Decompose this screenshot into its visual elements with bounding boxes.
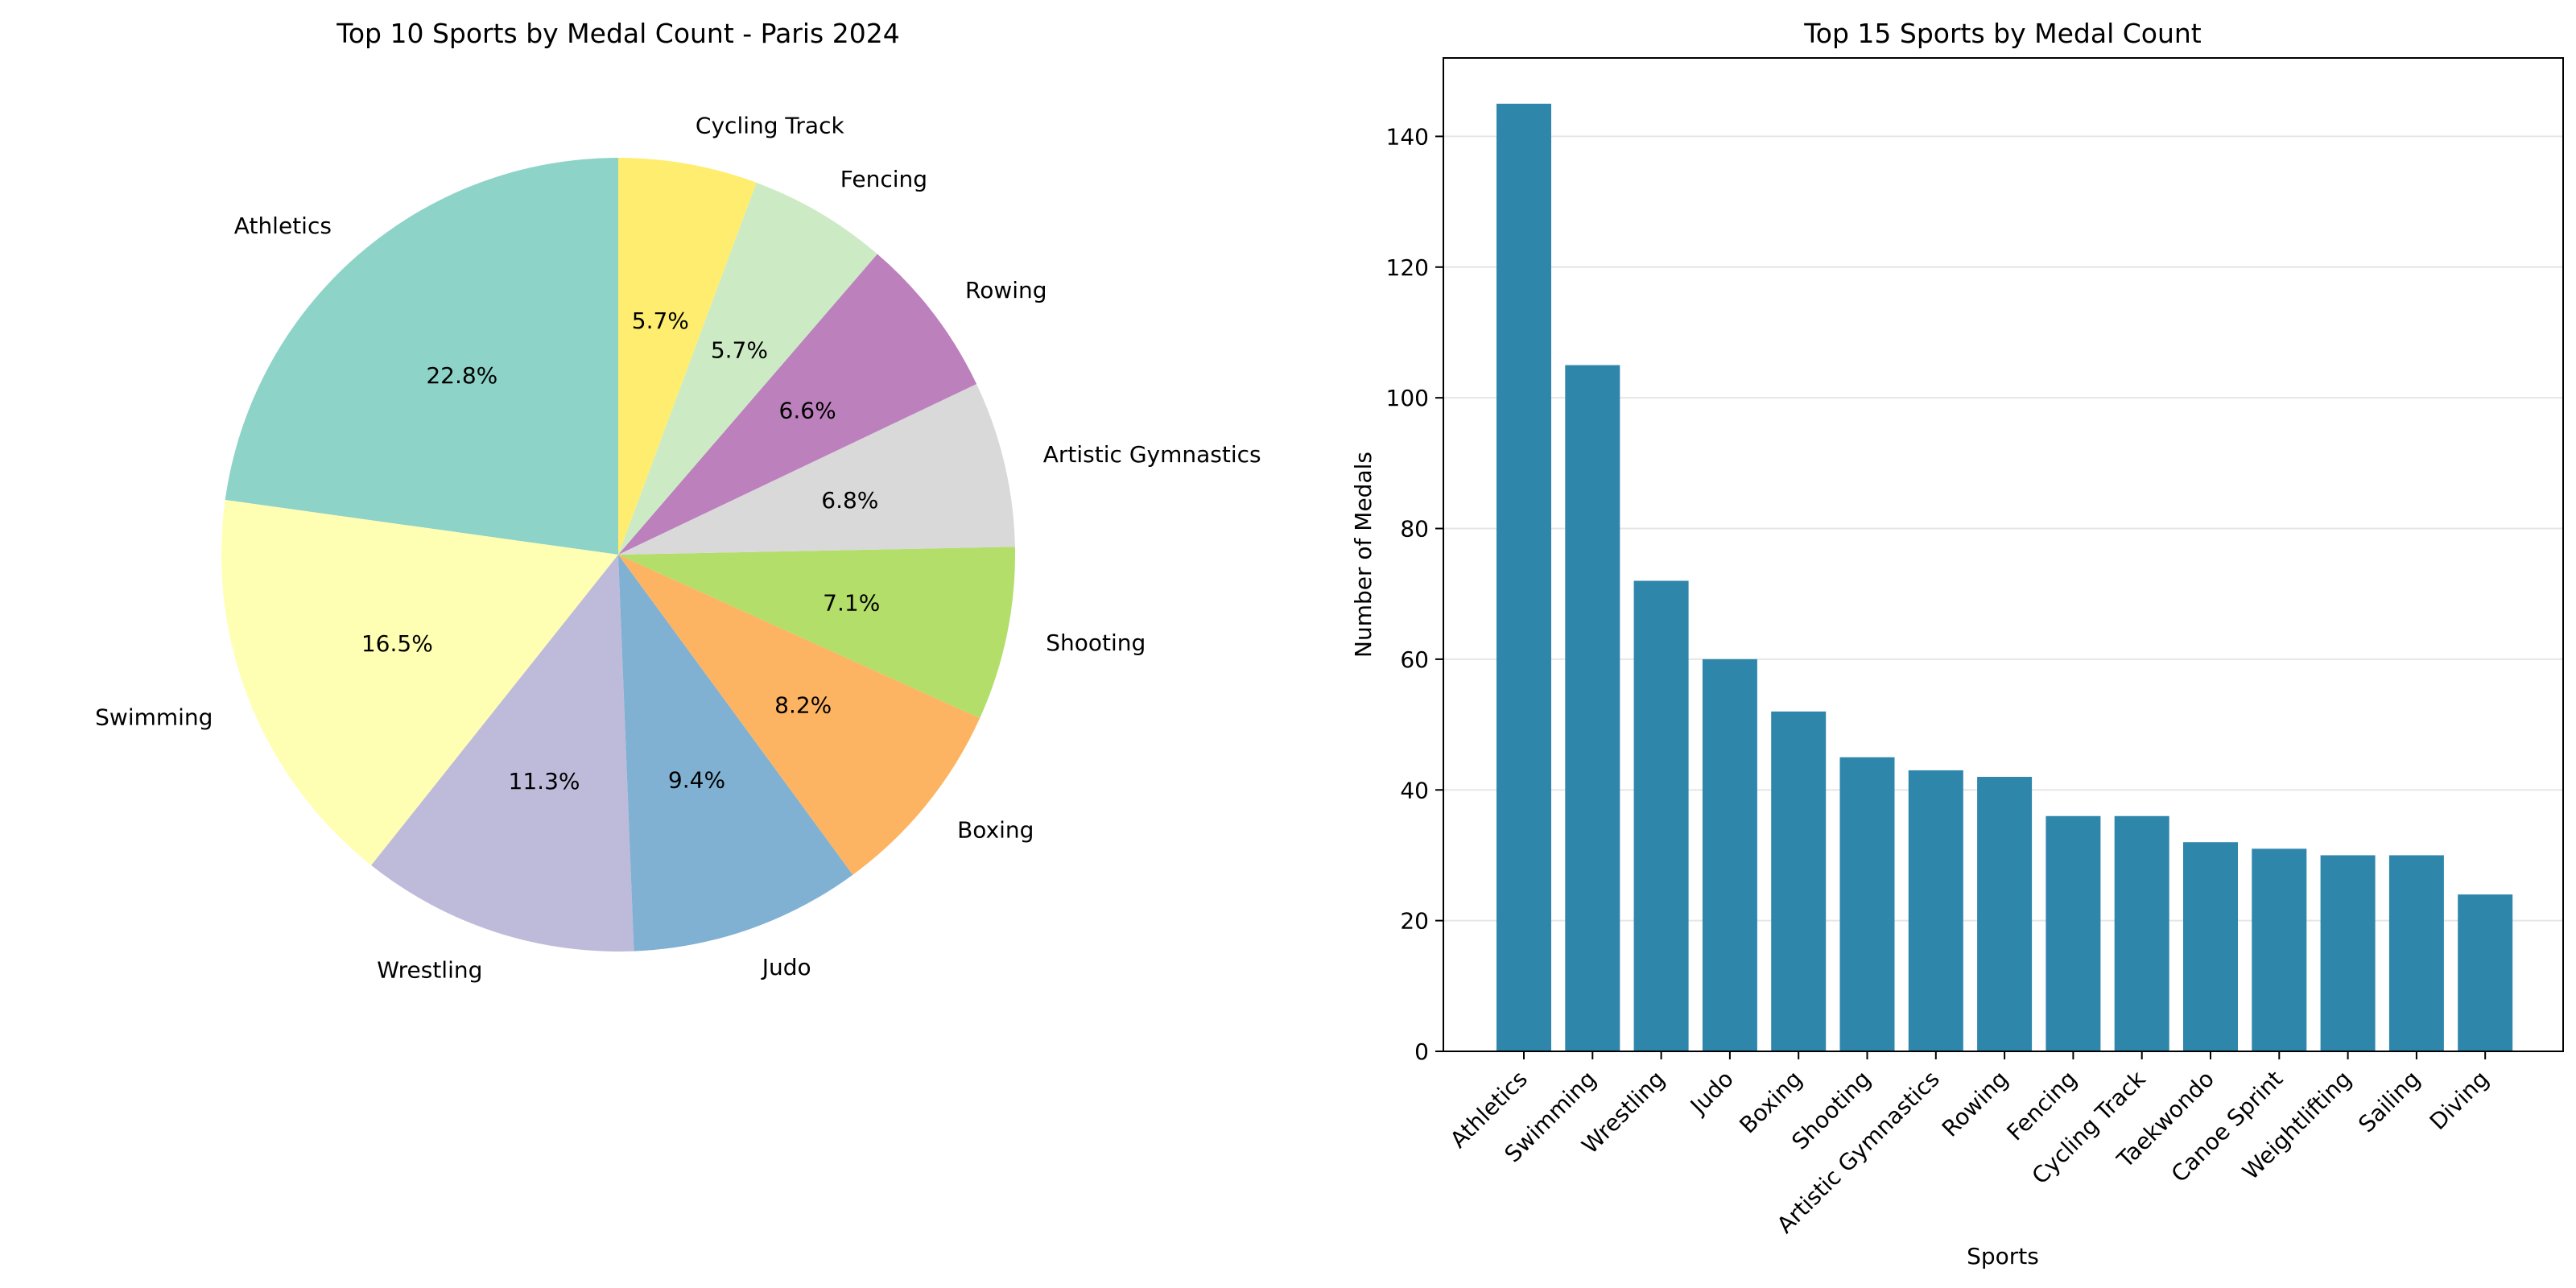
bar-rowing (1977, 777, 2033, 1051)
pie-slice-wrestling (371, 555, 634, 952)
pie-label-cycling-track: Cycling Track (696, 112, 845, 138)
pie-slice-shooting (618, 547, 1015, 719)
bar-swimming (1565, 365, 1620, 1051)
x-tick-label-sailing: Sailing (2353, 1066, 2425, 1138)
y-tick-label-20: 20 (1400, 908, 1429, 935)
bar-artistic-gymnastics (1908, 770, 1963, 1051)
bar-shooting (1839, 757, 1895, 1051)
y-tick-label-120: 120 (1386, 254, 1429, 281)
pie-label-fencing: Fencing (840, 166, 927, 192)
pie-chart: Top 10 Sports by Medal Count - Paris 202… (95, 18, 1261, 983)
x-tick-label-rowing: Rowing (1937, 1066, 2013, 1142)
y-axis-ticks: 0 20 40 60 80 100 120 140 (1386, 123, 1443, 1065)
pie-label-artistic-gymnastics: Artistic Gymnastics (1043, 441, 1261, 468)
pie-slice-judo (618, 555, 853, 952)
pie-slice-fencing (618, 182, 877, 555)
pie-chart-title: Top 10 Sports by Medal Count - Paris 202… (336, 18, 899, 49)
pie-pct-label-artistic-gymnastics: 6.8% (821, 487, 878, 514)
pie-pct-label-cycling-track: 5.7% (632, 308, 689, 334)
bar-wrestling (1633, 580, 1689, 1051)
y-axis-label: Number of Medals (1350, 452, 1377, 658)
bars (1496, 103, 2513, 1051)
pie-pct-label-athletics: 22.8% (426, 362, 497, 389)
y-tick-label-80: 80 (1400, 516, 1429, 543)
pie-label-wrestling: Wrestling (377, 956, 482, 983)
pie-label-boxing: Boxing (957, 817, 1034, 844)
bar-cycling-track (2114, 815, 2169, 1051)
bar-boxing (1771, 711, 1827, 1051)
bar-fencing (2046, 815, 2101, 1051)
y-tick-label-0: 0 (1414, 1038, 1429, 1065)
bar-chart-title: Top 15 Sports by Medal Count (1803, 18, 2202, 49)
bar-athletics (1496, 103, 1551, 1051)
pie-label-swimming: Swimming (95, 704, 213, 730)
y-tick-label-60: 60 (1400, 646, 1429, 673)
x-axis-label: Sports (1967, 1243, 2039, 1269)
pie-label-athletics: Athletics (234, 213, 332, 239)
plot-frame (1443, 57, 2564, 1052)
bar-chart: Top 15 Sports by Medal Count 0 20 40 60 80 10… (1350, 18, 2564, 1269)
x-tick-label-judo: Judo (1684, 1066, 1739, 1121)
pie-pct-label-shooting: 7.1% (823, 589, 880, 616)
pie-label-rowing: Rowing (965, 277, 1047, 303)
pie-slices (221, 158, 1015, 952)
pie-slice-rowing (618, 254, 977, 555)
bar-judo (1702, 658, 1757, 1051)
pie-pct-label-swimming: 16.5% (361, 630, 433, 657)
pie-pct-label-judo: 9.4% (668, 766, 725, 793)
bar-weightlifting (2320, 855, 2376, 1051)
pie-slice-artistic-gymnastics (618, 383, 1015, 555)
bar-diving (2458, 894, 2513, 1051)
pie-pct-label-wrestling: 11.3% (509, 768, 580, 795)
pie-labels: 22.8% Athletics 16.5% Swimming 11.3% Wrestlin… (95, 112, 1261, 983)
y-tick-label-100: 100 (1386, 385, 1429, 411)
pie-slice-boxing (618, 555, 980, 875)
y-tick-label-140: 140 (1386, 123, 1429, 150)
x-tick-label-diving: Diving (2425, 1066, 2494, 1135)
pie-slice-swimming (221, 500, 618, 865)
pie-pct-label-fencing: 5.7% (711, 336, 768, 363)
y-tick-label-40: 40 (1400, 777, 1429, 803)
pie-label-shooting: Shooting (1046, 630, 1146, 656)
bar-taekwondo (2183, 842, 2238, 1051)
bar-canoe-sprint (2252, 848, 2307, 1051)
pie-pct-label-rowing: 6.6% (779, 398, 836, 424)
pie-pct-label-boxing: 8.2% (774, 691, 832, 718)
pie-slice-athletics (225, 158, 618, 555)
bar-sailing (2388, 855, 2444, 1051)
pie-label-judo: Judo (761, 954, 811, 980)
pie-slice-cycling-track (618, 158, 757, 555)
